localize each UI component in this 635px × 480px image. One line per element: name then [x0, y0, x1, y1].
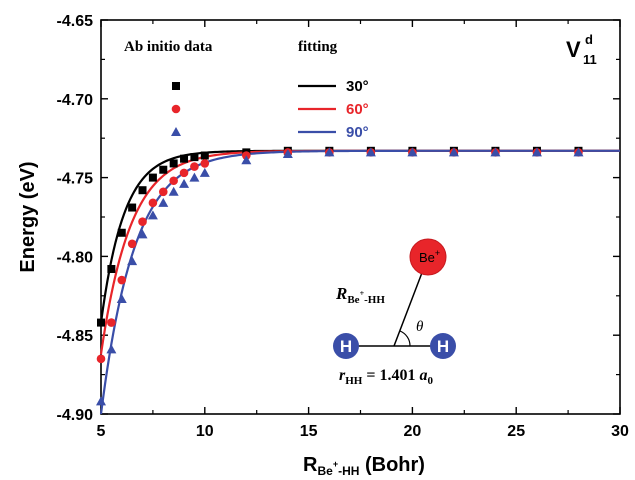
data-point-0	[169, 159, 178, 168]
y-tick-label: -4.90	[57, 407, 94, 424]
data-point-2	[116, 293, 127, 303]
data-point-0	[190, 153, 199, 162]
h-atom-left	[333, 333, 359, 359]
data-point-2	[168, 186, 179, 196]
data-point-0	[97, 318, 105, 327]
legend-label-0: 30°	[346, 78, 369, 95]
data-point-2	[189, 172, 200, 182]
data-point-2	[147, 210, 158, 220]
legend-label-2: 90°	[346, 124, 369, 141]
x-tick-label: 20	[404, 423, 422, 440]
data-point-2	[490, 147, 501, 157]
data-point-2	[324, 147, 335, 157]
h-atom-right	[430, 333, 456, 359]
data-point-1	[179, 168, 189, 178]
y-tick-label: -4.70	[57, 92, 94, 109]
legend-marker-2	[171, 127, 181, 136]
data-point-0	[128, 203, 137, 212]
x-tick-label: 10	[196, 423, 214, 440]
data-point-0	[138, 186, 147, 195]
data-point-1	[138, 217, 147, 227]
data-point-2	[531, 147, 542, 157]
corner-label-sub: 11	[583, 52, 597, 67]
theta-arc-icon	[399, 330, 411, 347]
data-point-2	[448, 147, 459, 157]
data-markers	[96, 146, 584, 406]
data-point-2	[179, 178, 190, 188]
be-atom	[409, 238, 447, 276]
data-point-2	[158, 197, 169, 207]
data-point-2	[199, 167, 210, 177]
data-point-0	[159, 165, 168, 174]
data-point-0	[117, 228, 126, 237]
x-tick-label: 30	[611, 423, 629, 440]
data-point-2	[407, 147, 418, 157]
data-point-0	[148, 173, 157, 182]
corner-label-sup: d	[585, 32, 593, 47]
legend-marker-1	[171, 104, 181, 114]
data-point-1	[96, 354, 106, 364]
data-point-2	[573, 147, 584, 157]
data-point-2	[241, 155, 252, 165]
molecule-inset: Be+ H H θ RBe+-HH rHH = 1.401 a0	[333, 238, 456, 387]
data-point-2	[106, 344, 117, 354]
x-tick-label: 25	[507, 423, 525, 440]
fit-line-1	[99, 149, 620, 355]
data-point-0	[200, 151, 209, 160]
data-point-2	[127, 256, 138, 266]
data-point-1	[148, 198, 158, 208]
data-point-1	[127, 239, 137, 249]
h-atom-right-label: H	[437, 337, 449, 356]
data-point-1	[107, 318, 116, 327]
legend: Ab initio data fitting 30° 60° 90°	[124, 39, 369, 141]
data-point-2	[96, 396, 106, 406]
data-point-1	[169, 176, 178, 186]
y-tick-label: -4.75	[57, 171, 94, 188]
data-point-2	[365, 147, 376, 157]
axes: 5 10 15 20 25 30 -4.90 -4.85 -4.80 -4.75 -4.70 -4.6…	[57, 13, 629, 440]
h-atom-left-label: H	[340, 337, 352, 356]
data-point-1	[158, 187, 168, 197]
theta-label: θ	[416, 319, 424, 335]
x-tick-label: 5	[97, 423, 106, 440]
data-point-2	[282, 148, 293, 158]
y-axis-label: Energy (eV)	[17, 161, 39, 272]
be-atom-label: Be+	[419, 248, 440, 265]
corner-label: V d 11	[566, 32, 597, 67]
legend-header-fit: fitting	[298, 39, 338, 55]
r-hh-label: rHH = 1.401 a0	[339, 367, 433, 387]
corner-label-main: V	[566, 37, 581, 62]
legend-marker-0	[172, 82, 180, 90]
y-tick-label: -4.85	[57, 328, 94, 345]
data-point-2	[137, 229, 148, 239]
y-tick-label: -4.65	[57, 13, 94, 30]
data-point-1	[200, 159, 210, 168]
r-be-hh-label: RBe+-HH	[335, 284, 385, 306]
legend-header-data: Ab initio data	[124, 39, 213, 55]
x-tick-label: 15	[300, 423, 318, 440]
data-point-1	[117, 275, 127, 285]
y-tick-label: -4.80	[57, 249, 94, 266]
data-point-1	[190, 162, 199, 171]
legend-label-1: 60°	[346, 101, 369, 118]
legend-rows: 30° 60° 90°	[171, 78, 369, 141]
data-point-0	[107, 265, 116, 274]
x-axis-label: RBe+-HH (Bohr)	[303, 454, 425, 478]
data-point-0	[180, 154, 189, 163]
